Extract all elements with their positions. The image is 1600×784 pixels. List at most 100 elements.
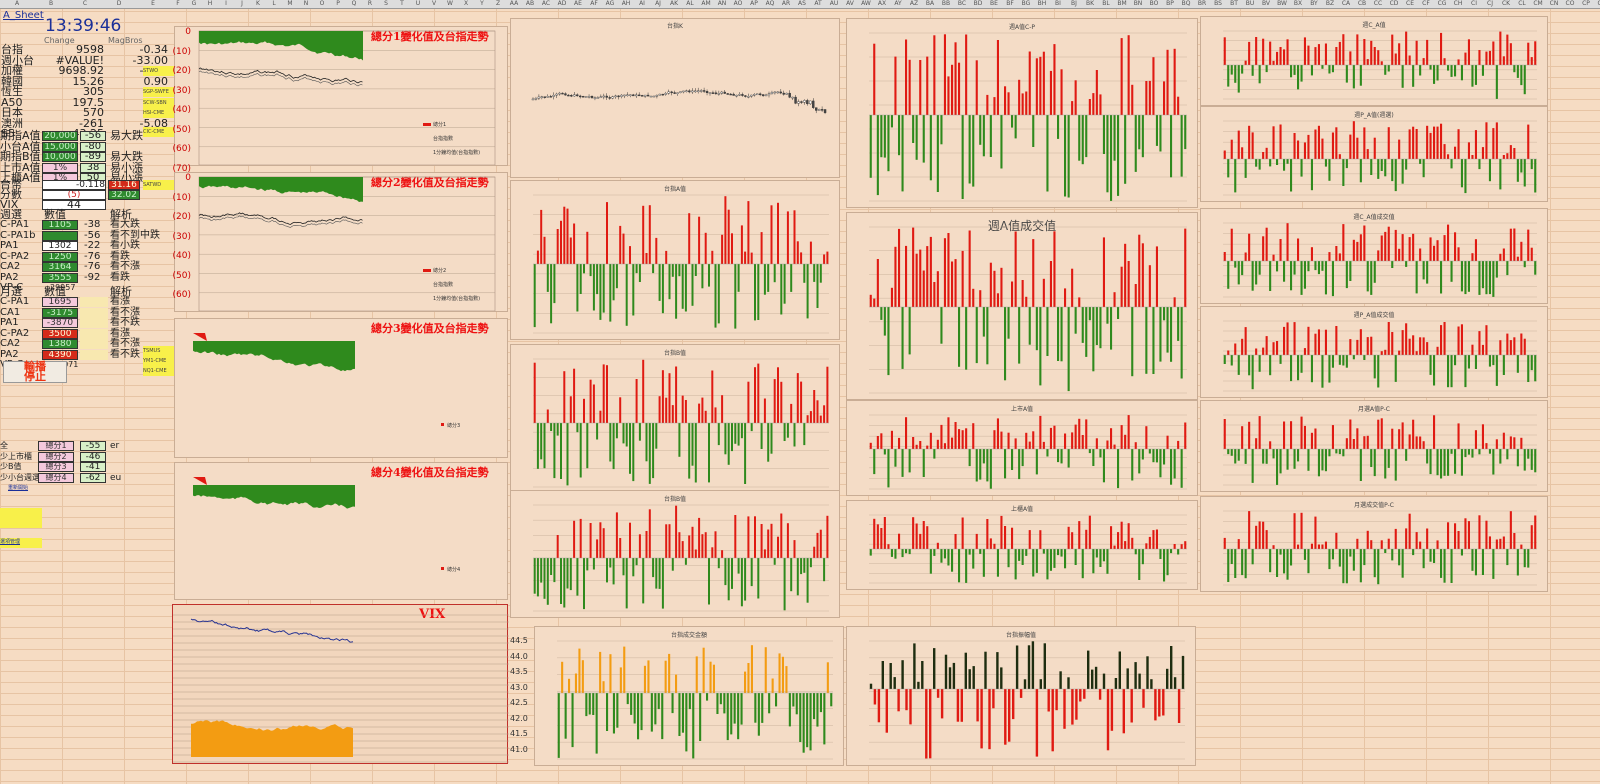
column-letter[interactable]: CK (1501, 0, 1511, 7)
column-letter[interactable]: AJ (655, 0, 661, 7)
column-letter[interactable]: AT (814, 0, 822, 7)
column-letter[interactable]: AB (525, 0, 535, 7)
sheet-title-link[interactable]: A_Sheet (3, 10, 44, 21)
column-letter[interactable]: CQ (1594, 0, 1600, 7)
column-letter[interactable]: P (336, 0, 340, 7)
column-letter[interactable]: G (191, 0, 197, 7)
column-letter[interactable]: BC (957, 0, 967, 7)
column-letter[interactable]: O (319, 0, 325, 7)
column-letter[interactable]: AU (829, 0, 839, 7)
column-letter[interactable]: AL (686, 0, 694, 7)
column-letter[interactable]: BF (1006, 0, 1014, 7)
bar (1429, 237, 1432, 261)
column-letter[interactable]: BR (1197, 0, 1207, 7)
column-letter[interactable]: BG (1021, 0, 1031, 7)
column-letter[interactable]: CP (1582, 0, 1590, 7)
column-letter[interactable]: BE (990, 0, 998, 7)
column-letter[interactable]: AE (574, 0, 582, 7)
column-letter[interactable]: CD (1389, 0, 1399, 7)
column-letter[interactable]: BA (925, 0, 935, 7)
column-letter[interactable]: BX (1293, 0, 1303, 7)
column-letter[interactable]: AI (639, 0, 645, 7)
column-letter[interactable]: AQ (765, 0, 775, 7)
column-letter[interactable]: AF (590, 0, 598, 7)
column-letter[interactable]: U (415, 0, 421, 7)
column-letter[interactable]: Z (495, 0, 501, 7)
column-letter[interactable]: AG (605, 0, 615, 7)
column-letter[interactable]: K (256, 0, 260, 7)
column-letter[interactable]: BZ (1325, 0, 1335, 7)
column-letter[interactable]: AR (781, 0, 791, 7)
column-letter[interactable]: A (14, 0, 20, 7)
column-letter[interactable]: BU (1245, 0, 1255, 7)
options-link[interactable]: 選項管理 (0, 538, 42, 548)
column-letter[interactable]: V (431, 0, 437, 7)
column-letter[interactable]: AM (701, 0, 711, 7)
column-letter[interactable]: CC (1373, 0, 1383, 7)
column-letter[interactable]: BW (1277, 0, 1287, 7)
column-letter[interactable]: AX (877, 0, 887, 7)
column-letter[interactable]: BD (973, 0, 983, 7)
column-letter[interactable]: CG (1437, 0, 1447, 7)
column-letter[interactable]: BV (1261, 0, 1271, 7)
restart-link[interactable]: 重新開始 (8, 485, 29, 491)
column-letter[interactable]: CN (1549, 0, 1559, 7)
column-letter[interactable]: I (225, 0, 227, 7)
column-letter[interactable]: CO (1565, 0, 1575, 7)
column-letter[interactable]: AZ (909, 0, 919, 7)
column-letter[interactable]: AY (894, 0, 902, 7)
column-letter[interactable]: AS (798, 0, 806, 7)
column-letter[interactable]: H (207, 0, 213, 7)
column-letter[interactable]: B (48, 0, 54, 7)
column-letter[interactable]: AN (717, 0, 727, 7)
column-letter[interactable]: BI (1055, 0, 1061, 7)
column-letter[interactable]: F (176, 0, 180, 7)
column-letter[interactable]: Y (480, 0, 484, 7)
column-letter[interactable]: AC (541, 0, 551, 7)
column-letter[interactable]: BM (1117, 0, 1127, 7)
column-letter[interactable]: AA (509, 0, 519, 7)
column-letter[interactable]: BB (941, 0, 951, 7)
column-letter[interactable]: BQ (1181, 0, 1191, 7)
column-letter[interactable]: CB (1357, 0, 1367, 7)
column-letter[interactable]: BO (1149, 0, 1159, 7)
column-letter[interactable]: D (116, 0, 122, 7)
column-letter[interactable]: CH (1453, 0, 1463, 7)
column-letter[interactable]: E (151, 0, 155, 7)
column-letter[interactable]: CJ (1487, 0, 1493, 7)
column-letter[interactable]: J (241, 0, 243, 7)
column-letter[interactable]: Q (351, 0, 357, 7)
column-letter[interactable]: CL (1518, 0, 1526, 7)
column-letter[interactable]: C (82, 0, 88, 7)
column-letter[interactable]: R (367, 0, 373, 7)
column-letter[interactable]: AH (621, 0, 631, 7)
column-letter[interactable]: AW (861, 0, 871, 7)
column-letter[interactable]: BS (1214, 0, 1222, 7)
column-letter[interactable]: BP (1166, 0, 1174, 7)
column-letter[interactable]: CE (1406, 0, 1414, 7)
column-letter[interactable]: CF (1422, 0, 1430, 7)
column-letter[interactable]: AK (669, 0, 679, 7)
column-letter[interactable]: AO (733, 0, 743, 7)
column-letter[interactable]: L (272, 0, 276, 7)
column-letter[interactable]: M (287, 0, 293, 7)
column-letter[interactable]: AP (750, 0, 758, 7)
column-letter[interactable]: T (400, 0, 404, 7)
column-letter[interactable]: BJ (1071, 0, 1077, 7)
column-letter[interactable]: S (384, 0, 388, 7)
column-letter[interactable]: AV (846, 0, 854, 7)
column-letter[interactable]: CI (1471, 0, 1477, 7)
column-letter[interactable]: BN (1133, 0, 1143, 7)
column-letter[interactable]: CA (1341, 0, 1351, 7)
column-letter[interactable]: BK (1085, 0, 1095, 7)
column-letter[interactable]: BY (1310, 0, 1318, 7)
column-letter[interactable]: AD (557, 0, 567, 7)
column-letter[interactable]: W (447, 0, 453, 7)
column-letter[interactable]: N (303, 0, 309, 7)
column-letter[interactable]: BT (1230, 0, 1238, 7)
column-letter[interactable]: X (463, 0, 469, 7)
column-letter[interactable]: BH (1037, 0, 1047, 7)
column-letter[interactable]: CM (1533, 0, 1543, 7)
column-letter[interactable]: BL (1102, 0, 1110, 7)
stop-broadcast-button[interactable]: 輸播 停止 (3, 361, 67, 383)
